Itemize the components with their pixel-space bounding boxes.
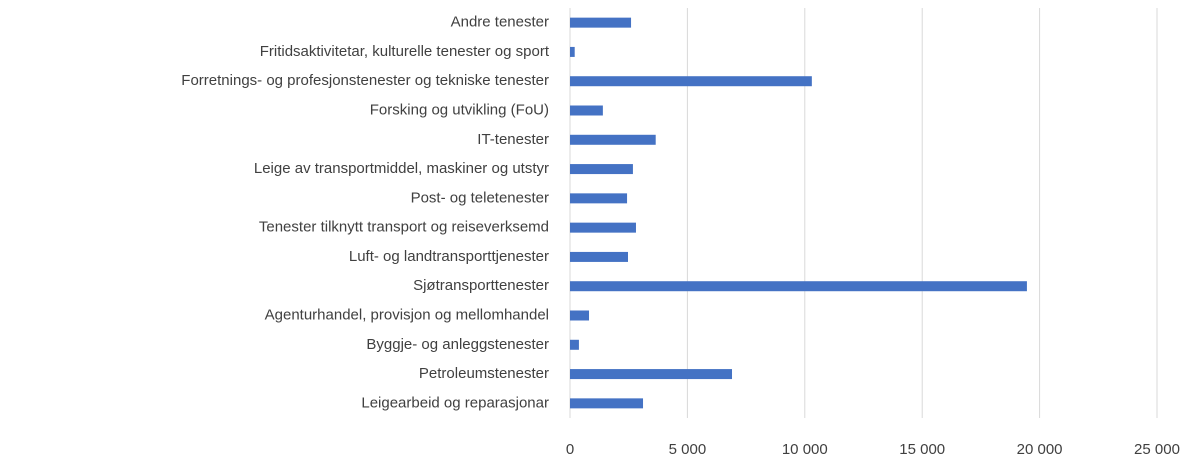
y-tick-label: Luft- og landtransporttjenester <box>349 248 549 265</box>
bar <box>570 76 812 87</box>
x-tick-label: 0 <box>566 441 574 458</box>
x-tick-label: 5 000 <box>669 441 707 458</box>
x-tick-label: 15 000 <box>899 441 945 458</box>
y-tick-label: Byggje- og anleggstenester <box>366 336 549 353</box>
bar <box>570 369 733 380</box>
y-tick-label: Leigearbeid og reparasjonar <box>361 394 549 411</box>
bar <box>570 193 628 204</box>
x-tick-label: 25 000 <box>1134 441 1180 458</box>
y-tick-label: Sjøtransporttenester <box>413 277 549 294</box>
y-tick-label: Tenester tilknytt transport og reiseverk… <box>259 219 549 236</box>
bar <box>570 251 628 262</box>
bar <box>570 46 575 57</box>
bar <box>570 105 603 116</box>
bar <box>570 222 636 233</box>
bar <box>570 134 656 145</box>
y-tick-label: Forretnings- og profesjonstenester og te… <box>181 72 549 89</box>
y-tick-label: IT-tenester <box>477 131 549 148</box>
bar <box>570 398 644 409</box>
bar <box>570 164 633 175</box>
bar <box>570 281 1027 292</box>
y-tick-label: Agenturhandel, provisjon og mellomhandel <box>265 306 549 323</box>
y-tick-label: Fritidsaktivitetar, kulturelle tenester … <box>260 43 550 60</box>
x-tick-label: 10 000 <box>782 441 828 458</box>
y-tick-label: Petroleumstenester <box>419 365 549 382</box>
bar <box>570 339 579 350</box>
bar <box>570 17 632 28</box>
y-tick-label: Post- og teletenester <box>411 189 549 206</box>
x-tick-label: 20 000 <box>1017 441 1063 458</box>
y-tick-label: Forsking og utvikling (FoU) <box>370 101 549 118</box>
bar <box>570 310 590 321</box>
y-tick-label: Andre tenester <box>451 14 549 31</box>
y-tick-label: Leige av transportmiddel, maskiner og ut… <box>254 160 549 177</box>
